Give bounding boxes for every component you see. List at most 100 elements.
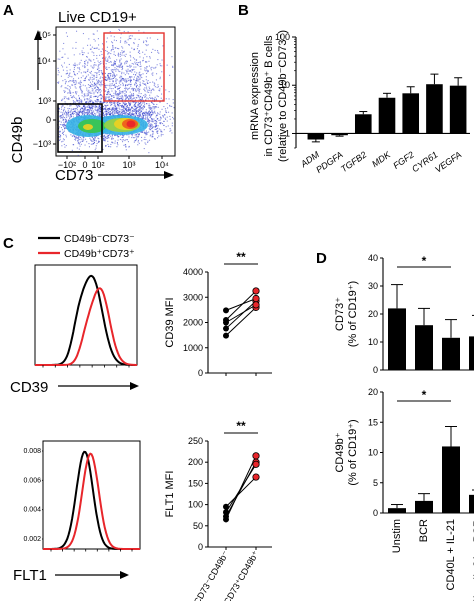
event-dot [165,126,167,128]
event-dot [145,133,147,135]
event-dot [94,62,96,64]
event-dot [120,109,122,111]
y-tick-label: 1 [285,128,290,138]
event-dot [126,110,128,112]
event-dot [95,91,97,93]
y-tick-label: 10⁵ [37,30,51,40]
event-dot [139,106,141,108]
event-dot [69,116,71,118]
event-dot [135,109,137,111]
event-dot [89,100,91,102]
event-dot [136,110,138,112]
event-dot [155,122,157,124]
event-dot [138,80,140,82]
event-dot [145,61,147,63]
event-dot [136,111,138,113]
event-dot [90,65,92,67]
event-dot [137,144,139,146]
y-tick-label: 0 [46,115,51,125]
event-dot [79,110,81,112]
event-dot [78,77,80,79]
event-dot [64,118,66,120]
event-dot [98,114,100,116]
event-dot [142,113,144,115]
event-dot [61,124,63,126]
event-dot [76,99,78,101]
event-dot [89,106,91,108]
event-dot [159,111,161,113]
event-dot [117,101,119,103]
event-dot [111,95,113,97]
event-dot [132,113,134,115]
event-dot [130,133,132,135]
event-dot [107,75,109,77]
event-dot [88,111,90,113]
event-dot [62,132,64,134]
event-dot [173,107,175,109]
event-dot [149,116,151,118]
event-dot [96,86,98,88]
event-dot [57,74,59,76]
event-dot [92,140,94,142]
event-dot [149,125,151,127]
event-dot [93,106,95,108]
event-dot [103,134,105,136]
event-dot [66,120,68,122]
event-dot [98,140,100,142]
event-dot [121,105,123,107]
event-dot [118,107,120,109]
event-dot [91,74,93,76]
event-dot [131,106,133,108]
event-dot [122,135,124,137]
event-dot [102,111,104,113]
event-dot [83,105,85,107]
event-dot [125,114,127,116]
event-dot [107,137,109,139]
event-dot [118,55,120,57]
event-dot [145,83,147,85]
pair-line [225,300,257,329]
event-dot [138,50,140,52]
event-dot [86,102,88,104]
event-dot [148,110,150,112]
event-dot [99,70,101,72]
event-dot [99,108,101,110]
event-dot [117,144,119,146]
event-dot [117,93,119,95]
event-dot [82,106,84,108]
event-dot [123,107,125,109]
event-dot [114,113,116,115]
event-dot [159,101,161,103]
event-dot [165,110,167,112]
event-dot [65,73,67,75]
event-dot [128,44,130,46]
event-dot [113,112,115,114]
event-dot [121,79,123,81]
event-dot [62,69,64,71]
event-dot [72,112,74,114]
event-dot [115,105,117,107]
event-dot [120,64,122,66]
event-dot [136,80,138,82]
event-dot [137,116,139,118]
event-dot [137,102,139,104]
event-dot [137,116,139,118]
event-dot [95,101,97,103]
event-dot [138,134,140,136]
event-dot [122,82,124,84]
event-dot [125,108,127,110]
event-dot [98,140,100,142]
event-dot [64,87,66,89]
event-dot [75,92,77,94]
event-dot [165,89,167,91]
event-dot [128,136,130,138]
event-dot [129,113,131,115]
event-dot [68,89,70,91]
event-dot [133,113,135,115]
event-dot [115,82,117,84]
event-dot [86,141,88,143]
event-dot [156,95,158,97]
event-dot [146,56,148,58]
event-dot [66,66,68,68]
event-dot [62,112,64,114]
